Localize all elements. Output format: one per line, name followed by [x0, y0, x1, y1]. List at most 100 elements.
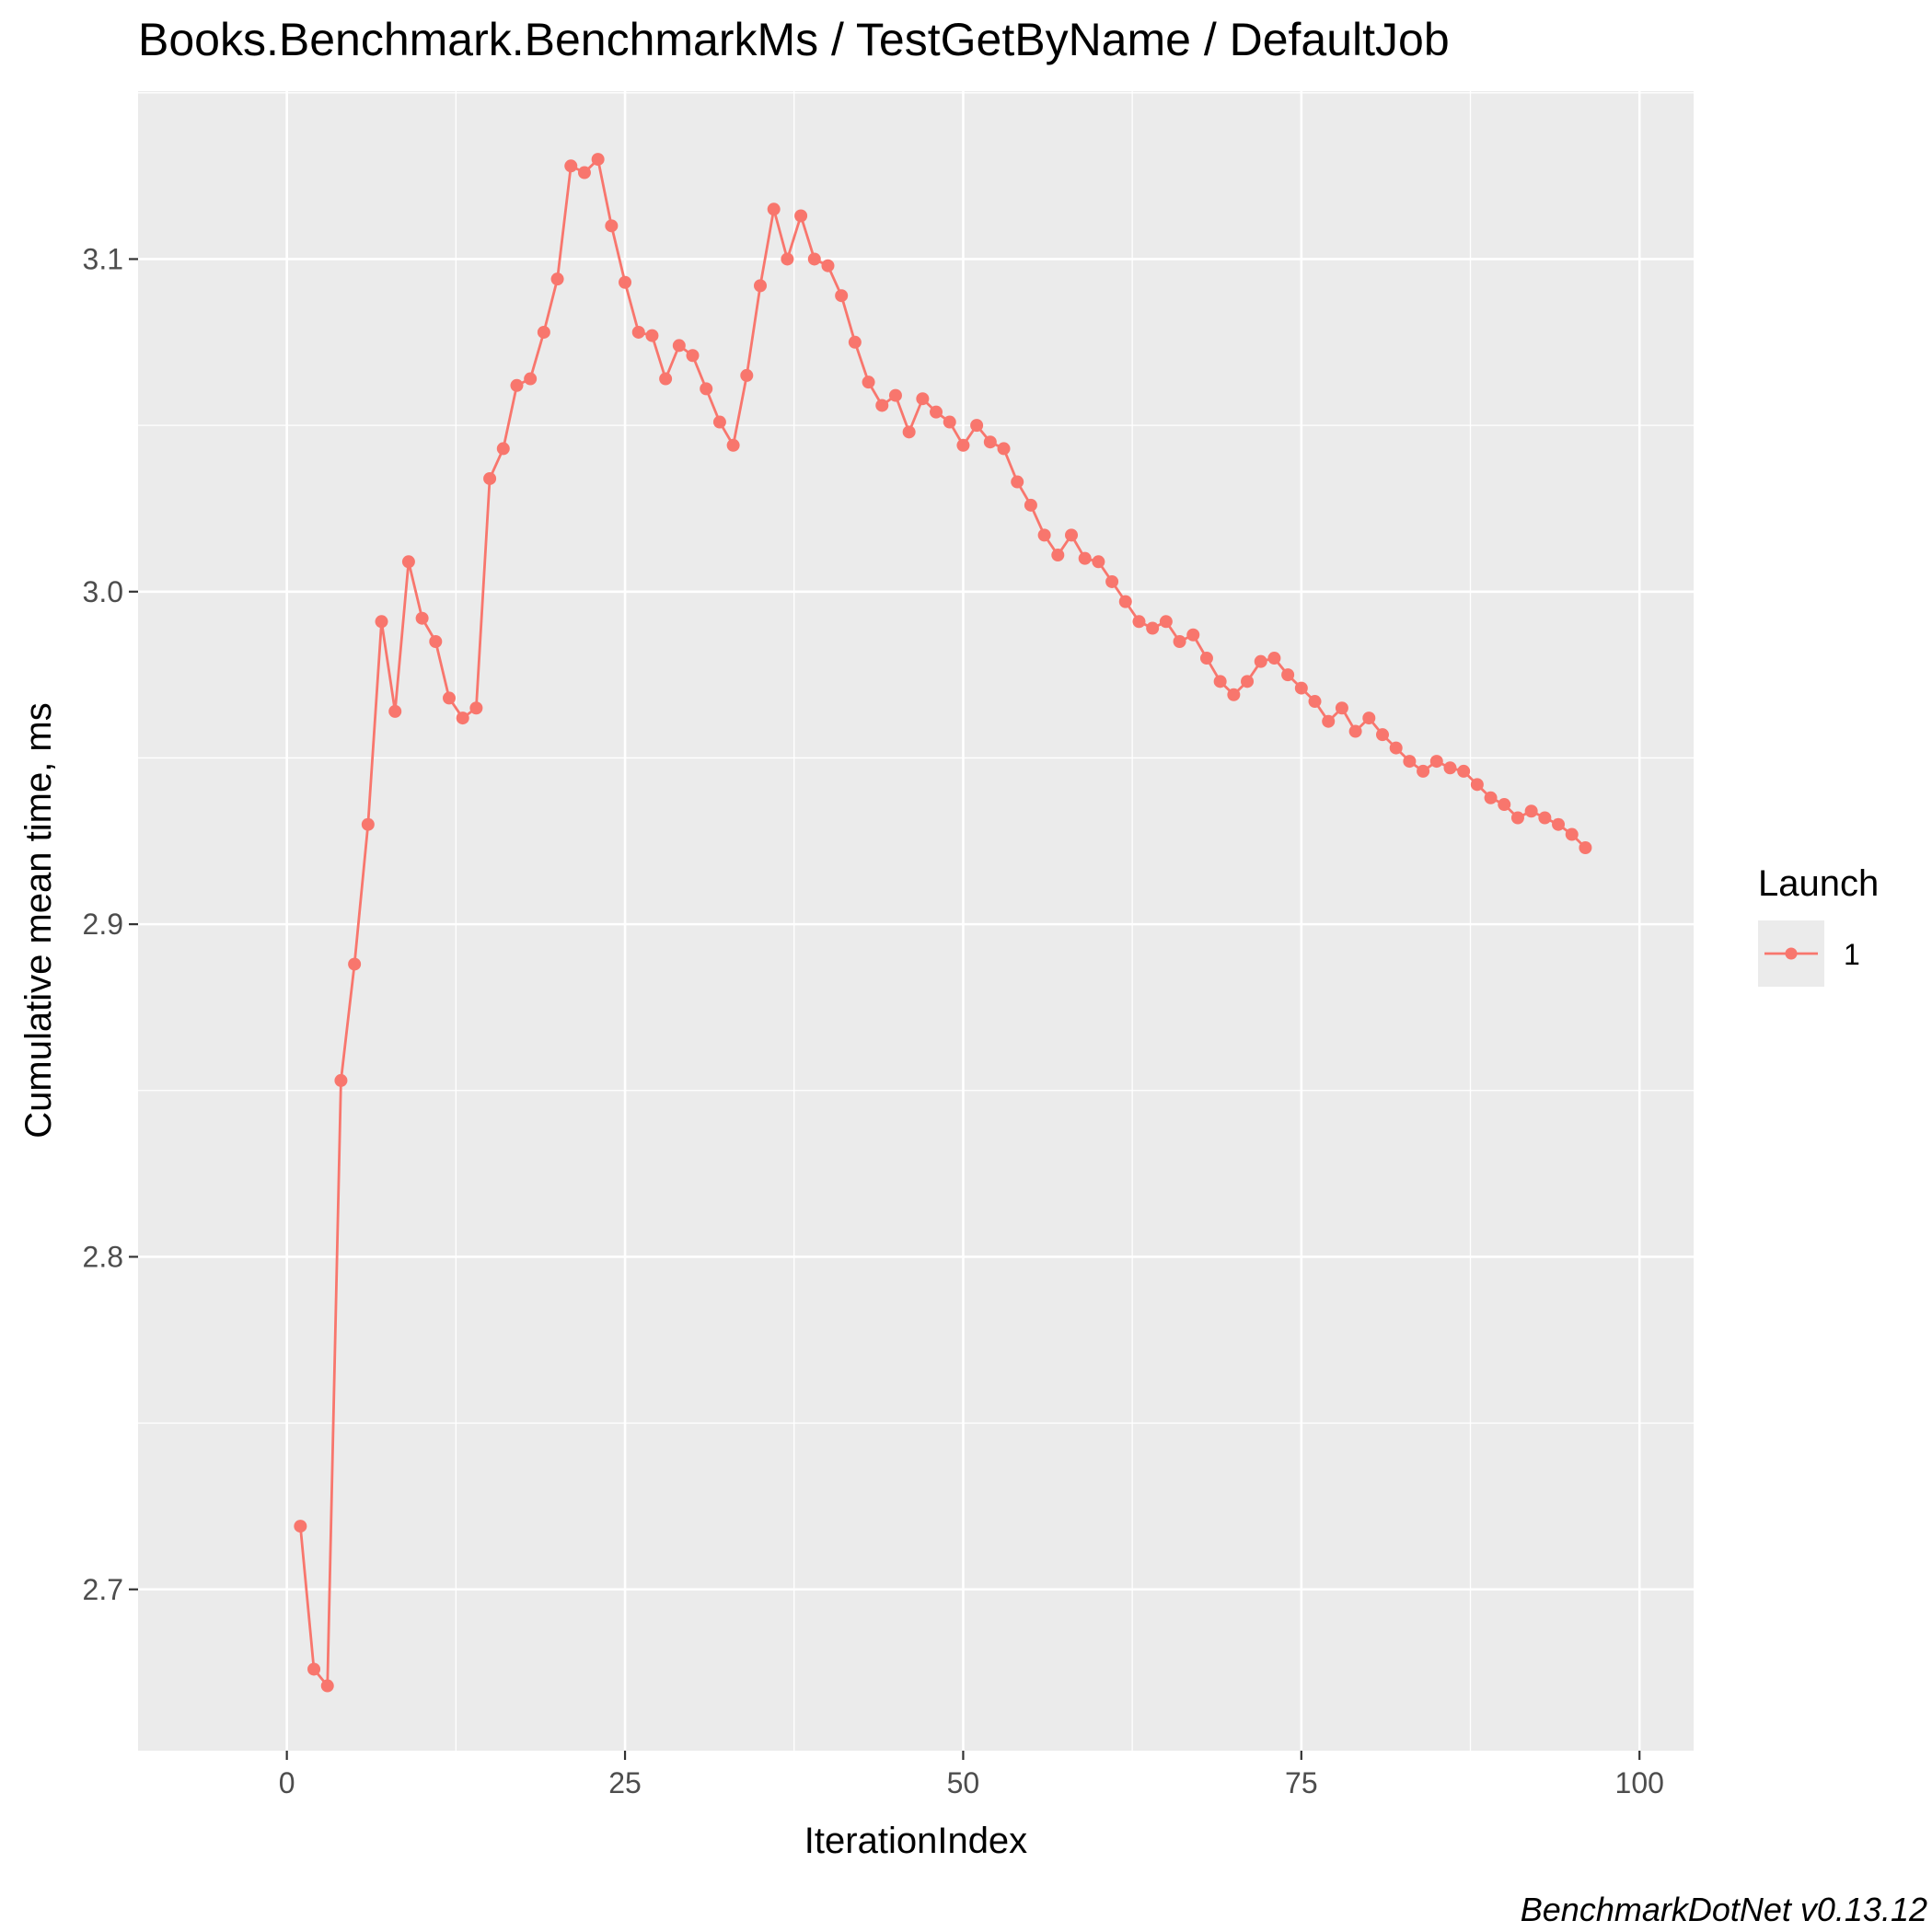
x-tick-label: 50 — [947, 1766, 980, 1799]
data-point — [456, 711, 469, 725]
data-point — [1065, 528, 1078, 542]
data-point — [726, 438, 740, 452]
data-point — [1538, 811, 1552, 825]
data-point — [1322, 714, 1336, 728]
data-point — [1348, 724, 1362, 738]
data-point — [1024, 498, 1037, 512]
data-point — [1484, 791, 1498, 804]
data-point — [483, 471, 497, 485]
data-point — [307, 1662, 321, 1676]
data-point — [564, 159, 578, 173]
data-point — [983, 435, 997, 449]
data-point — [767, 202, 781, 216]
x-tick-label: 25 — [608, 1766, 642, 1799]
data-point — [943, 415, 956, 429]
data-point — [930, 405, 943, 419]
y-axis: 2.7 2.8 2.9 3.0 3.1 — [83, 242, 138, 1606]
data-point — [1510, 811, 1524, 825]
data-point — [550, 272, 564, 286]
data-point — [1227, 688, 1241, 701]
data-point — [577, 166, 591, 179]
data-point — [1429, 755, 1443, 769]
caption: BenchmarkDotNet v0.13.12 — [1521, 1891, 1927, 1928]
data-point — [781, 252, 794, 266]
data-point — [794, 209, 808, 223]
grid-major — [138, 91, 1694, 1751]
data-point — [1524, 804, 1538, 818]
data-point — [848, 335, 862, 349]
data-point — [1078, 551, 1092, 565]
data-point — [429, 634, 443, 648]
data-point — [1281, 668, 1295, 682]
data-point — [320, 1679, 334, 1693]
data-point — [1417, 764, 1430, 778]
data-point — [524, 372, 538, 386]
data-point — [1335, 701, 1348, 715]
data-point — [1092, 555, 1105, 569]
legend-key-point — [1785, 947, 1798, 960]
data-point — [1118, 595, 1132, 608]
data-point — [1579, 841, 1592, 855]
x-axis-title: IterationIndex — [804, 1821, 1027, 1861]
data-point — [1308, 695, 1322, 709]
x-axis: 0 25 50 75 100 — [279, 1751, 1664, 1799]
data-point — [740, 368, 754, 382]
data-point — [712, 415, 726, 429]
data-point — [619, 275, 632, 289]
data-point — [754, 279, 767, 293]
data-point — [388, 704, 402, 718]
data-point — [1037, 528, 1051, 542]
data-point — [334, 1073, 348, 1087]
data-point — [1362, 711, 1376, 725]
data-point — [1470, 778, 1484, 792]
data-point — [888, 388, 902, 402]
data-point — [875, 399, 889, 412]
legend-entry-label: 1 — [1844, 938, 1860, 971]
data-point — [821, 259, 835, 272]
data-point — [591, 153, 605, 167]
data-point — [956, 438, 970, 452]
data-point — [415, 611, 429, 625]
data-point — [686, 349, 700, 363]
data-point — [1403, 755, 1417, 769]
data-point — [807, 252, 821, 266]
data-point — [645, 329, 659, 342]
x-tick-label: 100 — [1615, 1766, 1664, 1799]
data-point — [1294, 681, 1308, 695]
data-point — [1186, 628, 1200, 642]
x-tick-label: 75 — [1285, 1766, 1318, 1799]
series-points-1 — [294, 153, 1592, 1693]
data-point — [605, 219, 619, 233]
x-tick-label: 0 — [279, 1766, 295, 1799]
data-point — [1132, 615, 1146, 629]
data-point — [1498, 798, 1511, 812]
data-point — [862, 376, 875, 389]
data-point — [1389, 741, 1403, 755]
y-tick-label: 3.1 — [83, 242, 123, 275]
plot-panel — [138, 91, 1694, 1751]
data-point — [1565, 827, 1579, 841]
data-point — [700, 382, 713, 396]
data-point — [294, 1520, 307, 1533]
data-point — [1159, 615, 1173, 629]
data-point — [1105, 574, 1119, 588]
chart-title: Books.Benchmark.BenchmarkMs / TestGetByN… — [138, 14, 1450, 65]
data-point — [1254, 654, 1267, 668]
data-point — [510, 378, 524, 392]
data-point — [1443, 761, 1457, 775]
data-point — [1241, 675, 1255, 688]
data-point — [902, 425, 916, 439]
grid-minor — [138, 91, 1694, 1751]
data-point — [631, 325, 645, 339]
y-tick-label: 2.9 — [83, 908, 123, 941]
data-point — [1051, 549, 1065, 562]
data-point — [835, 289, 849, 303]
y-axis-title: Cumulative mean time, ms — [18, 702, 59, 1138]
y-tick-label: 3.0 — [83, 575, 123, 608]
data-point — [361, 817, 375, 831]
data-point — [672, 339, 686, 353]
y-tick-label: 2.8 — [83, 1240, 123, 1273]
data-point — [469, 701, 483, 715]
data-point — [1146, 621, 1160, 635]
